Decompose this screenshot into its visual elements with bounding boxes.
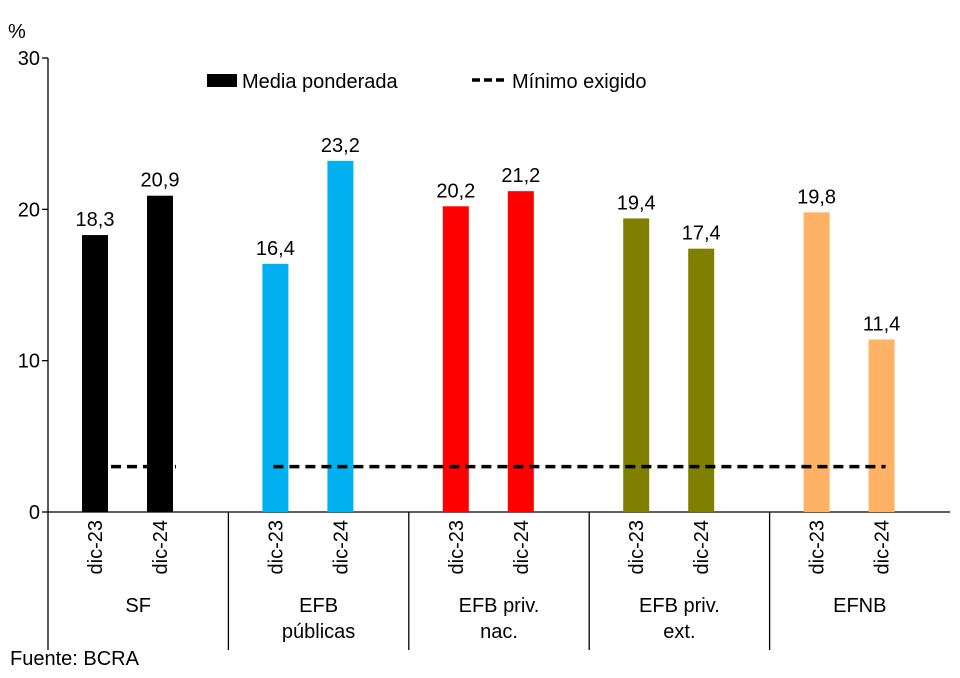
bar-value-label: 21,2: [501, 165, 540, 187]
bar-value-label: 11,4: [863, 313, 900, 335]
x-tick-label: dic-23: [446, 520, 468, 574]
group-label: ext.: [663, 621, 695, 643]
chart-legend: Media ponderada Mínimo exigido: [207, 71, 647, 93]
x-tick-label: dic-24: [872, 520, 894, 574]
bar: [507, 191, 534, 512]
bar: [442, 206, 469, 512]
y-unit-label: %: [8, 21, 26, 43]
group-label: SF: [125, 595, 151, 617]
x-tick-label: dic-23: [85, 520, 107, 574]
group-label: públicas: [282, 621, 355, 643]
bar: [868, 339, 895, 512]
bar-value-label: 20,9: [141, 170, 180, 192]
bar-value-label: 19,4: [617, 192, 656, 214]
bar-value-label: 17,4: [682, 223, 721, 245]
bar: [688, 248, 715, 512]
x-tick-label: dic-24: [691, 520, 713, 574]
bar-value-label: 18,3: [76, 209, 115, 231]
x-tick-label: dic-23: [807, 520, 829, 574]
y-tick-label: 10: [18, 351, 40, 373]
bar: [803, 212, 830, 513]
x-tick-label: dic-24: [150, 520, 172, 574]
x-tick-label: dic-23: [265, 520, 287, 574]
bar: [82, 235, 108, 512]
x-tick-label: dic-24: [511, 520, 533, 574]
y-tick-label: 20: [18, 199, 40, 221]
group-label: EFB: [299, 595, 338, 617]
x-tick-label: dic-23: [626, 520, 648, 574]
legend-bar-swatch: [207, 74, 237, 87]
group-label: nac.: [480, 621, 518, 643]
bar-value-label: 20,2: [436, 180, 475, 202]
x-tick-label: dic-24: [330, 520, 352, 574]
bar: [327, 160, 354, 512]
chart-axes: % 0 10 20 30 dic-23 dic-24 SF dic-23 dic-24 EFB púb…: [8, 21, 950, 650]
legend-line-label: Mínimo exigido: [512, 71, 647, 93]
bar: [262, 263, 289, 512]
group-label: EFNB: [833, 595, 886, 617]
bar-value-label: 23,2: [321, 135, 360, 157]
source-note: Fuente: BCRA: [10, 648, 139, 670]
bar-value-label: 16,4: [256, 238, 295, 260]
y-tick-label: 30: [18, 48, 40, 70]
bar: [147, 195, 173, 513]
group-label: EFB priv.: [459, 595, 540, 617]
group-label: EFB priv.: [639, 595, 720, 617]
legend-bar-label: Media ponderada: [242, 71, 399, 93]
bar: [623, 218, 650, 512]
chart-bars: 18,3 20,9 16,4 23,2 20,2 21,2 19,4 17,4 19,8 11,4: [76, 135, 900, 513]
y-tick-label: 0: [29, 502, 40, 524]
bar-value-label: 19,8: [797, 186, 836, 208]
